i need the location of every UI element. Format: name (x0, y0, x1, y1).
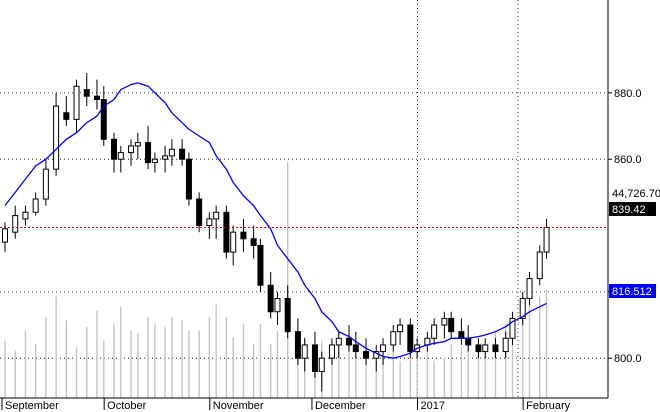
last-price-tag: 839.42 (612, 204, 646, 216)
moving-average-value-tag: 816.512 (612, 286, 652, 298)
y-tick-label: 800.0 (614, 353, 642, 365)
candle-body (346, 337, 353, 346)
candle-body (465, 337, 472, 346)
moving-average-line (4, 82, 547, 359)
candle-body (335, 337, 342, 346)
candle-body (502, 337, 509, 353)
candle-body (431, 324, 438, 339)
candle-body (257, 244, 264, 286)
candle-body (492, 344, 499, 353)
candle-body (32, 198, 39, 213)
candle-body (22, 211, 29, 220)
candle-body (2, 228, 8, 243)
candle-body (301, 344, 308, 359)
candle-body (145, 142, 152, 164)
x-tick-label: September (5, 400, 59, 412)
x-tick-label: October (107, 400, 146, 412)
candle-body (311, 344, 318, 372)
candle-body (328, 344, 335, 359)
candle-body (162, 155, 169, 160)
candle-body (482, 344, 489, 353)
candle-body (352, 344, 359, 353)
candle-body (397, 324, 404, 333)
candle-body (240, 231, 247, 240)
candle-body (63, 112, 70, 120)
candle-body (206, 218, 213, 227)
x-tick-label: February (526, 400, 571, 412)
candle-body (274, 298, 281, 313)
candle-body (536, 251, 543, 280)
candle-body (151, 158, 158, 164)
candle-body (223, 211, 230, 253)
candle-body (267, 284, 274, 313)
candle-body (475, 344, 482, 353)
candle-body (179, 148, 186, 160)
x-tick-label: 2017 (421, 400, 445, 412)
candle-body (110, 138, 117, 160)
x-axis: September October November December 2017 Febr… (1, 398, 571, 412)
x-tick-label: December (315, 400, 366, 412)
candle-body (117, 152, 124, 160)
moving-average-tag-bg (609, 284, 656, 298)
value-tags: 44,726.70 839.42 816.512 (609, 188, 660, 298)
candle-body (250, 238, 257, 246)
candle-body (407, 324, 414, 353)
candle-body (519, 298, 526, 319)
candle-body (448, 317, 455, 333)
candle-body (543, 226, 550, 253)
y-tick-label: 860.0 (614, 154, 642, 166)
candle-body (12, 215, 19, 233)
candlesticks (2, 72, 550, 392)
candle-body (294, 331, 301, 359)
volume-bars (4, 161, 548, 398)
candle-body (526, 278, 533, 300)
candle-body (128, 145, 135, 154)
candle-body (284, 298, 291, 333)
candle-body (230, 231, 237, 253)
candle-body (73, 85, 80, 120)
candle-body (42, 168, 49, 200)
candle-body (458, 331, 465, 339)
candle-body (196, 198, 203, 227)
candle-body (83, 89, 90, 97)
last-price-tag-bg (609, 202, 656, 216)
x-tick-label: November (213, 400, 264, 412)
plot-background (0, 0, 608, 398)
candle-body (213, 211, 220, 220)
candle-body (363, 351, 370, 359)
candle-body (185, 158, 192, 200)
candle-body (380, 344, 387, 353)
y-tick-label: 880.0 (614, 88, 642, 100)
candle-body (53, 105, 60, 170)
volume-value-tag: 44,726.70 (612, 188, 660, 200)
candle-body (509, 317, 516, 339)
candle-body (390, 331, 397, 346)
candle-body (93, 95, 100, 101)
candle-body (318, 357, 325, 372)
candle-body (168, 148, 175, 157)
candle-body (134, 142, 141, 147)
candle-body (100, 99, 107, 140)
candle-body (441, 317, 448, 326)
